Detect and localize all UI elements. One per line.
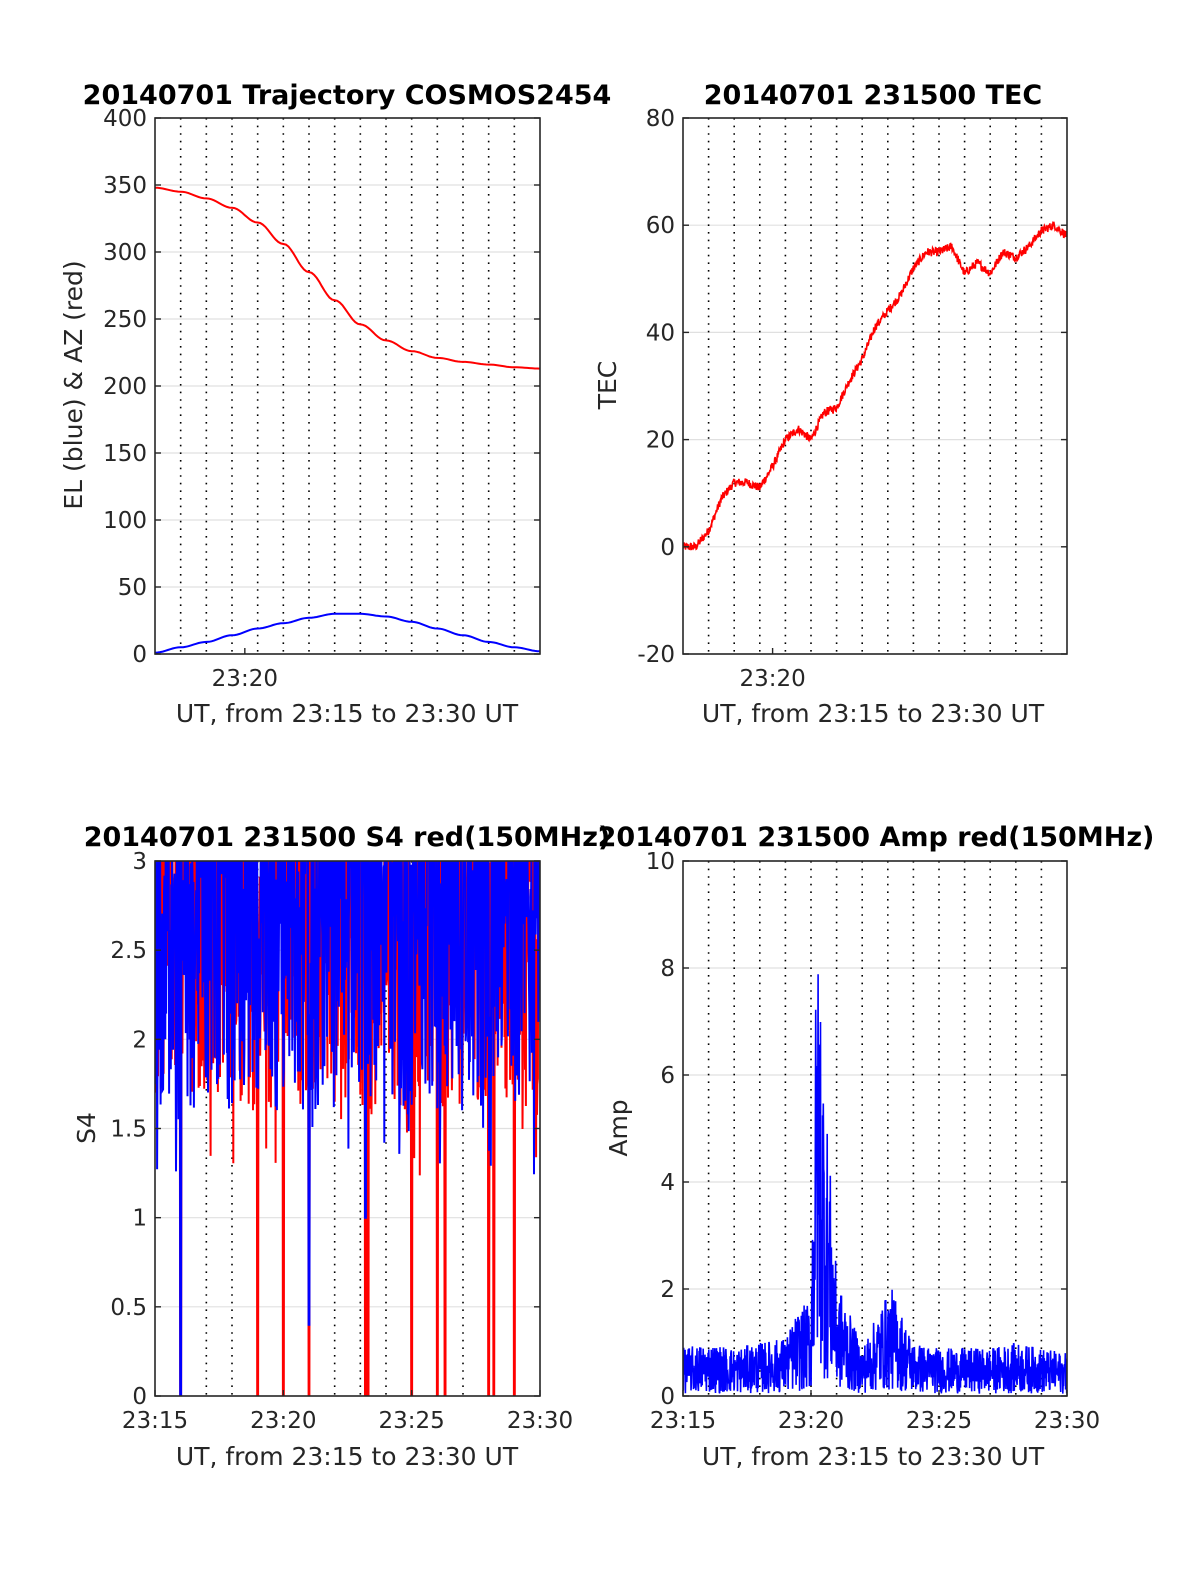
x-tick-label: 23:20 bbox=[250, 1408, 316, 1434]
panel-2-plot-area: -20 0 20 40 60 80 23:20 bbox=[637, 106, 1068, 692]
panel-1-ylabel: EL (blue) & AZ (red) bbox=[59, 260, 88, 509]
panel-trajectory: 20140701 Trajectory COSMOS2454 UT, from … bbox=[59, 80, 611, 728]
plot-background bbox=[683, 118, 1067, 654]
series-line-azimuth bbox=[155, 186, 540, 370]
series-line-amp bbox=[683, 974, 1067, 1394]
y-tick-label: 100 bbox=[103, 508, 147, 534]
y-tick-label: 20 bbox=[646, 428, 675, 454]
panel-4-plot-area: 0 2 4 6 8 10 23:15 23:20 23:25 23:30 bbox=[646, 849, 1100, 1434]
y-tick-label: 10 bbox=[646, 849, 675, 875]
panel-4-ylabel: Amp bbox=[604, 1099, 633, 1156]
x-tick-label: 23:15 bbox=[650, 1408, 716, 1434]
y-tick-label: 3 bbox=[132, 849, 147, 875]
series-line-tec bbox=[683, 220, 1067, 551]
panel-s4: 20140701 231500 S4 red(150MHz) UT, from … bbox=[72, 822, 610, 1471]
y-tick-label: 1 bbox=[132, 1206, 147, 1232]
panel-3-title: 20140701 231500 S4 red(150MHz) bbox=[84, 822, 611, 853]
y-tick-label: 150 bbox=[103, 441, 147, 467]
y-tick-label: 40 bbox=[646, 320, 675, 346]
panel-1-xlabel: UT, from 23:15 to 23:30 UT bbox=[176, 699, 519, 728]
x-tick-label: 23:25 bbox=[906, 1408, 972, 1434]
panel-3-ylabel: S4 bbox=[72, 1112, 101, 1144]
y-tick-label: 2.5 bbox=[110, 938, 147, 964]
series-line-s4-blue bbox=[155, 861, 540, 1396]
panel-2-xlabel: UT, from 23:15 to 23:30 UT bbox=[702, 699, 1045, 728]
axes-box bbox=[682, 117, 1068, 655]
y-tick-label: 0 bbox=[660, 1384, 675, 1410]
y-tick-label: 250 bbox=[103, 307, 147, 333]
panel-4-title: 20140701 231500 Amp red(150MHz) bbox=[598, 822, 1155, 853]
data-layer bbox=[155, 861, 540, 1396]
plot-background bbox=[683, 861, 1067, 1396]
y-tick-label: 0 bbox=[132, 642, 147, 668]
y-tick-label: 4 bbox=[660, 1170, 675, 1196]
data-layer bbox=[683, 220, 1067, 551]
data-layer bbox=[155, 186, 540, 654]
x-tick-label: 23:30 bbox=[1034, 1408, 1100, 1434]
y-tick-label: 6 bbox=[660, 1063, 675, 1089]
x-tick-label: 23:20 bbox=[739, 666, 805, 692]
y-tick-label: 400 bbox=[103, 106, 147, 132]
panel-1-plot-area: 0 50 100 150 200 250 300 350 400 23:20 bbox=[103, 106, 541, 692]
x-tick-label: 23:25 bbox=[379, 1408, 445, 1434]
y-tick-label: 0 bbox=[132, 1384, 147, 1410]
y-tick-label: 1.5 bbox=[110, 1117, 147, 1143]
y-tick-label: -20 bbox=[637, 642, 675, 668]
y-tick-label: 0.5 bbox=[110, 1295, 147, 1321]
panel-amp: 20140701 231500 Amp red(150MHz) UT, from… bbox=[598, 822, 1155, 1471]
y-tick-label: 2 bbox=[132, 1027, 147, 1053]
y-tick-label: 350 bbox=[103, 173, 147, 199]
y-tick-label: 0 bbox=[660, 535, 675, 561]
panel-3-xlabel: UT, from 23:15 to 23:30 UT bbox=[176, 1442, 519, 1471]
panel-2-title: 20140701 231500 TEC bbox=[704, 80, 1043, 111]
x-tick-label: 23:20 bbox=[778, 1408, 844, 1434]
y-tick-label: 2 bbox=[660, 1277, 675, 1303]
panel-4-xlabel: UT, from 23:15 to 23:30 UT bbox=[702, 1442, 1045, 1471]
y-tick-label: 60 bbox=[646, 213, 675, 239]
y-tick-label: 80 bbox=[646, 106, 675, 132]
panel-2-ylabel: TEC bbox=[593, 361, 622, 411]
data-layer bbox=[683, 974, 1067, 1394]
y-tick-label: 200 bbox=[103, 374, 147, 400]
y-tick-label: 50 bbox=[118, 575, 147, 601]
panel-1-title: 20140701 Trajectory COSMOS2454 bbox=[83, 80, 612, 111]
x-tick-label: 23:30 bbox=[507, 1408, 573, 1434]
y-tick-label: 8 bbox=[660, 956, 675, 982]
x-tick-label: 23:15 bbox=[122, 1408, 188, 1434]
y-tick-label: 300 bbox=[103, 240, 147, 266]
x-tick-label: 23:20 bbox=[212, 666, 278, 692]
panel-tec: 20140701 231500 TEC UT, from 23:15 to 23… bbox=[593, 80, 1068, 728]
axes-box bbox=[682, 860, 1068, 1397]
panel-3-plot-area: 0 0.5 1 1.5 2 2.5 3 23:15 23:20 23:25 23:30 bbox=[110, 849, 573, 1434]
series-line-elevation bbox=[155, 612, 540, 654]
